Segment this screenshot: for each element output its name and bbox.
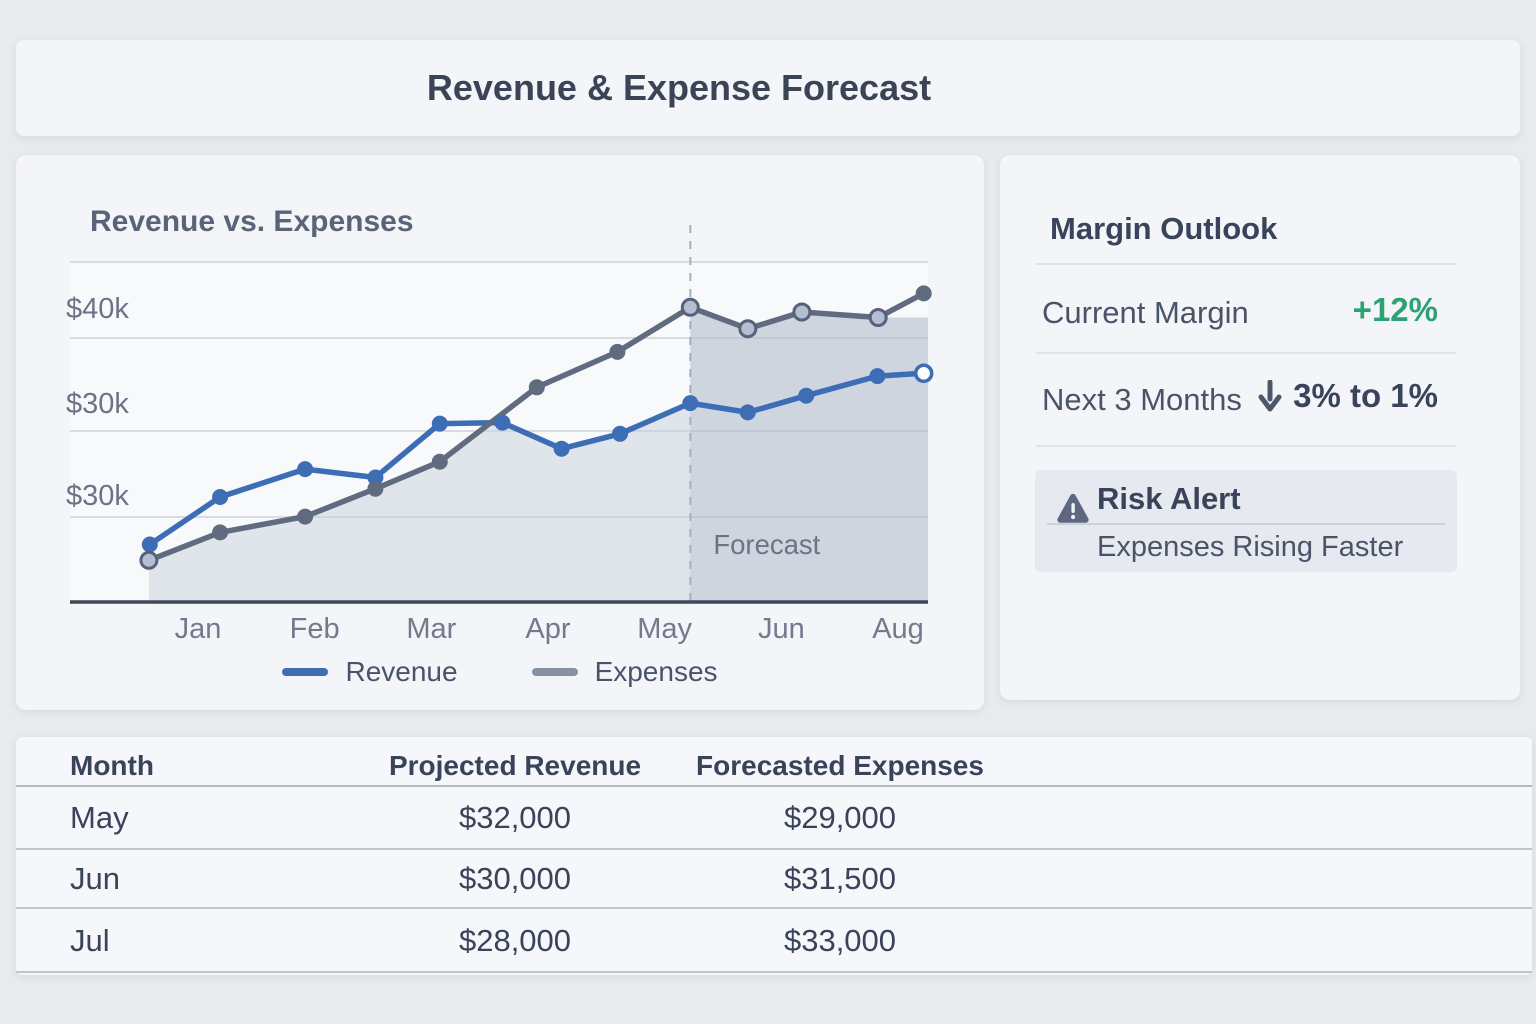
expenses-point [297, 508, 314, 525]
arrow-down-icon [1258, 380, 1282, 412]
legend-item-revenue[interactable]: Revenue [282, 656, 458, 688]
divider [1036, 445, 1456, 447]
revenue-point [682, 395, 699, 412]
forecast-label: Forecast [713, 529, 820, 560]
header-panel: Revenue & Expense Forecast [16, 40, 1520, 136]
chart-title: Revenue vs. Expenses [90, 205, 414, 238]
x-tick-label: May [637, 613, 692, 645]
cell-forecasted-expenses: $33,000 [783, 923, 897, 958]
x-tick-label: Aug [872, 613, 924, 645]
revenue-point [367, 469, 384, 486]
revenue-point [494, 414, 511, 431]
current-margin-value: +12% [1352, 291, 1438, 328]
legend-label-expenses: Expenses [594, 656, 718, 687]
expenses-point [680, 297, 700, 317]
cell-projected-revenue: $30,000 [458, 861, 572, 896]
revenue-point [553, 440, 570, 457]
warning-icon [1057, 493, 1089, 523]
x-tick-label: Jan [175, 613, 222, 645]
risk-alert-title: Risk Alert [1097, 481, 1241, 516]
revenue-point [212, 489, 229, 505]
divider [1047, 523, 1445, 525]
expenses-point [792, 302, 812, 322]
revenue-point [141, 536, 158, 553]
cell-month: Jun [70, 861, 120, 896]
next-3-months-label: Next 3 Months [1042, 382, 1242, 417]
x-tick-label: Apr [525, 613, 570, 645]
y-tick-label: $40k [66, 293, 129, 325]
x-tick-label: Mar [406, 613, 456, 645]
cell-month: May [70, 800, 129, 835]
y-tick-label: $30k [66, 388, 129, 420]
risk-alert-box: Risk Alert Expenses Rising Faster [1035, 470, 1457, 572]
cell-forecasted-expenses: $31,500 [783, 861, 897, 896]
margin-outlook-panel: Margin Outlook Current Margin +12% Next … [1000, 155, 1520, 700]
revenue-point [739, 404, 756, 421]
x-tick-label: Jun [758, 613, 805, 645]
column-header-forecasted-expenses: Forecasted Expenses [696, 750, 984, 781]
expenses-point [738, 319, 758, 339]
revenue-point [431, 415, 448, 432]
x-tick-label: Feb [290, 613, 340, 645]
expenses-point [431, 453, 448, 470]
divider [16, 971, 1532, 973]
divider [16, 785, 1532, 787]
expenses-point [139, 550, 159, 570]
forecast-table: Month Projected Revenue Forecasted Expen… [16, 737, 1532, 975]
margin-outlook-title: Margin Outlook [1050, 211, 1278, 246]
expenses-point [609, 343, 626, 360]
revenue-point [913, 363, 934, 384]
expenses-point [868, 308, 888, 327]
legend-label-revenue: Revenue [345, 656, 458, 687]
cell-forecasted-expenses: $29,000 [783, 800, 897, 835]
revenue-point [612, 425, 628, 442]
chart-panel: Revenue vs. Expenses Forecast $40k $30k $30… [16, 155, 984, 710]
revenue-legend-dash [282, 668, 329, 676]
divider [1036, 263, 1456, 265]
revenue-point [798, 387, 815, 404]
expenses-point [367, 480, 384, 497]
next-3-months-value: 3% to 1% [1257, 377, 1438, 415]
y-tick-label: $30k [66, 480, 129, 512]
revenue-expenses-chart: Forecast $40k $30k $30k Jan Feb Mar Apr May Jun Au… [66, 225, 934, 645]
current-margin-label: Current Margin [1042, 295, 1249, 330]
column-header-projected-revenue: Projected Revenue [388, 750, 642, 781]
page-title: Revenue & Expense Forecast [426, 67, 932, 108]
expenses-line [146, 290, 927, 564]
column-header-month: Month [70, 750, 154, 781]
cell-month: Jul [70, 923, 110, 958]
divider [16, 907, 1532, 909]
expenses-point [212, 524, 229, 541]
legend-item-expenses[interactable]: Expenses [531, 656, 718, 688]
risk-alert-message: Expenses Rising Faster [1097, 531, 1404, 563]
divider [16, 848, 1532, 850]
divider [1036, 352, 1456, 354]
cell-projected-revenue: $28,000 [458, 923, 572, 958]
expenses-point [915, 285, 932, 302]
revenue-point [297, 461, 314, 478]
revenue-point [869, 368, 886, 385]
chart-legend: Revenue Expenses [16, 656, 984, 688]
expenses-legend-dash [531, 668, 578, 676]
next-3-months-text: 3% to 1% [1293, 377, 1438, 414]
expenses-point [528, 379, 545, 396]
cell-projected-revenue: $32,000 [458, 800, 572, 835]
